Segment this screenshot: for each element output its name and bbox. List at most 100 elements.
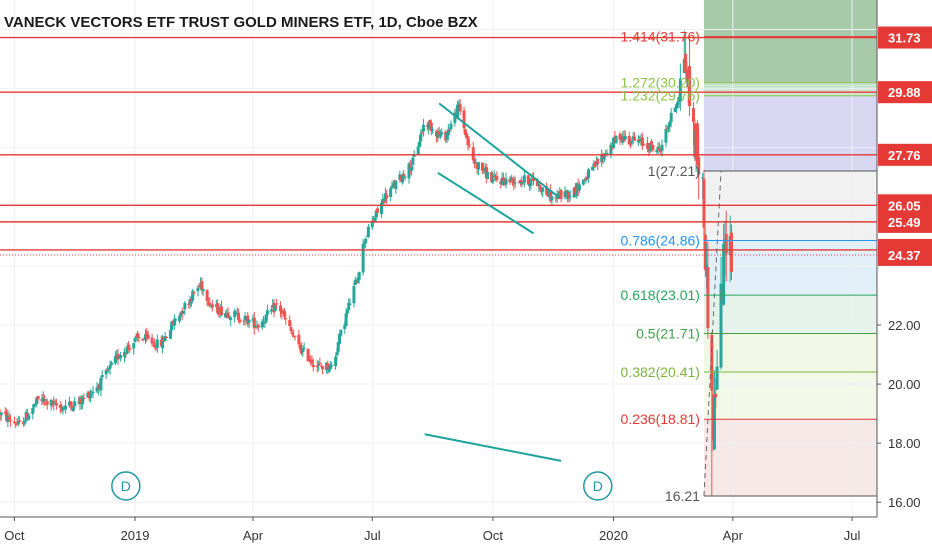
candle-body [119,355,123,359]
candle-body [126,345,130,348]
y-tick-label: 22.00 [888,318,921,333]
candle-body [382,200,386,203]
price-tag: 29.88 [888,85,921,100]
price-tag-bg [878,194,932,217]
trendline [437,171,535,235]
candle-body [495,176,499,181]
candle-body [474,162,478,164]
candle-body [263,322,267,324]
candle-body [352,286,356,304]
candle-body [486,172,490,179]
candle-body [501,177,505,181]
candle-body [715,366,719,390]
candle-body [288,320,292,327]
candle-body [16,420,20,425]
candle-body [379,202,383,215]
candle-body [529,178,533,186]
candle-body [463,129,467,136]
candle-body [44,399,48,401]
candle-body [348,303,352,305]
candle-body [364,238,368,244]
price-tag-bg [878,26,932,49]
trendline [424,433,562,462]
candle-body [136,333,140,338]
candle-body [256,325,260,328]
chart-title: VANECK VECTORS ETF TRUST GOLD MINERS ETF… [4,14,478,31]
candle-body [664,128,668,143]
price-tag: 31.73 [888,31,921,46]
candle-body [419,133,423,142]
candles [0,30,733,497]
fib-labels: 1.414(31.76) 1.272(30.20)1.232(29.76) 1(27… [621,29,877,504]
candle-body [403,176,407,178]
candle-body [220,306,224,316]
candle-body [535,180,539,187]
candle-body [52,401,56,405]
fib-label: 0.236(18.81) [621,411,700,427]
candle-body [105,369,109,371]
candle-body [456,104,460,118]
candle-body [90,392,94,394]
candle-body [8,420,12,422]
fib-zone [703,82,877,96]
candle-body [630,140,634,143]
candle-body [609,144,613,155]
candle-body [208,302,212,305]
candle-body [53,401,57,403]
candle-body [538,185,542,189]
price-tag: 26.05 [888,198,921,213]
candle-body [431,129,435,131]
candle-body [327,369,331,372]
fib-zone [703,0,877,83]
candle-body [656,146,660,150]
candle-body [640,137,644,146]
x-tick-label: Jul [364,528,381,543]
candle-body [128,348,132,350]
candle-body [729,232,733,272]
candle-body [91,391,95,393]
y-tick-label: 16.00 [888,495,921,510]
candle-body [567,191,571,199]
candle-body [688,66,692,107]
candle-body [429,122,433,132]
candle-body [490,172,494,182]
candle-body [144,334,148,341]
candle-body [264,314,268,323]
candle-body [344,313,348,326]
candle-body [328,364,332,370]
y-tick-label: 18.00 [888,436,921,451]
x-tick-label: Apr [243,528,264,543]
fib-zone [703,371,877,420]
candle-body [466,136,470,146]
candle-body [310,359,314,364]
candle-body [284,318,288,320]
candle-body [311,364,315,368]
candle-body [722,243,726,305]
candle-body [385,194,389,199]
candle-body [335,352,339,356]
candle-body [673,107,677,112]
candle-body [356,277,360,284]
candle-body [237,312,241,320]
candle-body [336,342,340,352]
candle-body [462,110,466,129]
candle-body [417,141,421,147]
candle-body [449,123,453,130]
candle-body [182,311,186,313]
candle-body [210,304,214,308]
candle-body [200,281,204,291]
candle-body [492,175,496,178]
price-tag-bg [878,210,932,233]
dividend-marker-label: D [121,478,131,494]
candle-body [238,319,242,323]
candle-body [163,336,167,342]
candle-body [357,272,361,280]
candle-body [602,154,606,160]
candle-body [703,234,707,270]
trendline [438,102,561,199]
candle-body [205,290,209,302]
candle-body [108,364,112,369]
candle-body [361,243,365,273]
candle-body [247,319,251,323]
